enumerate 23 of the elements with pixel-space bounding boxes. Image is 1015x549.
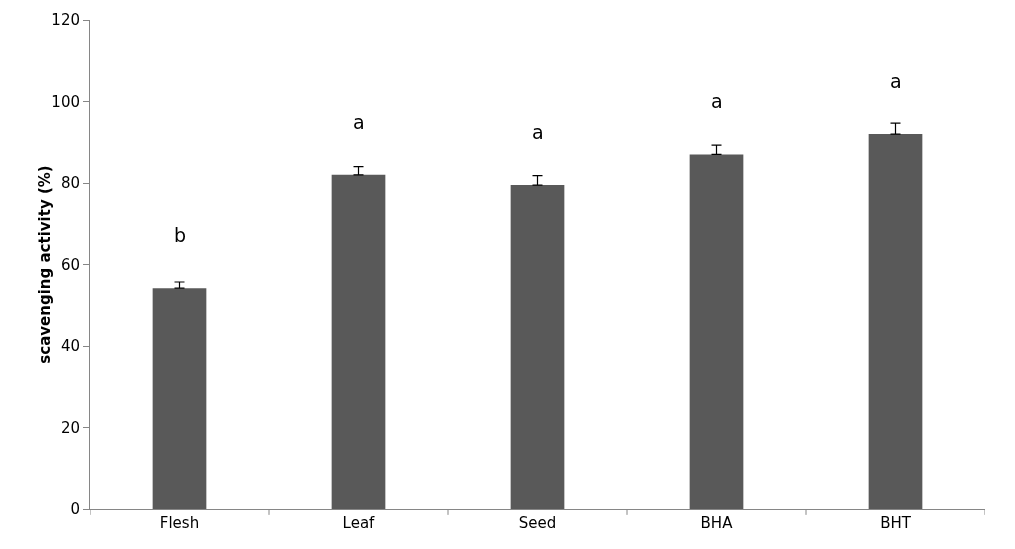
x-tick-label: Flesh xyxy=(159,514,200,532)
bar xyxy=(510,185,565,509)
y-tick-label: 20 xyxy=(60,418,80,437)
bar xyxy=(868,134,923,509)
y-tick-label: 60 xyxy=(60,255,80,274)
annotation: a xyxy=(711,90,723,112)
x-tick-label: BHT xyxy=(880,514,912,532)
annotation: a xyxy=(890,70,902,92)
x-tick-label: BHA xyxy=(700,514,734,532)
annotation: b xyxy=(174,224,187,246)
y-tick-label: 100 xyxy=(51,92,80,111)
y-axis-title: scavenging activity (%) xyxy=(36,165,54,364)
y-tick-label: 80 xyxy=(60,174,80,193)
x-tick-label: Leaf xyxy=(342,514,376,532)
y-tick-label: 120 xyxy=(51,11,80,30)
x-tick-label: Seed xyxy=(518,514,557,532)
y-tick-label: 40 xyxy=(60,337,80,356)
bar xyxy=(331,174,386,509)
y-tick-label: 0 xyxy=(70,500,80,519)
annotation: a xyxy=(532,121,544,143)
bar xyxy=(152,288,207,509)
bar xyxy=(689,154,744,509)
annotation: a xyxy=(353,111,365,133)
